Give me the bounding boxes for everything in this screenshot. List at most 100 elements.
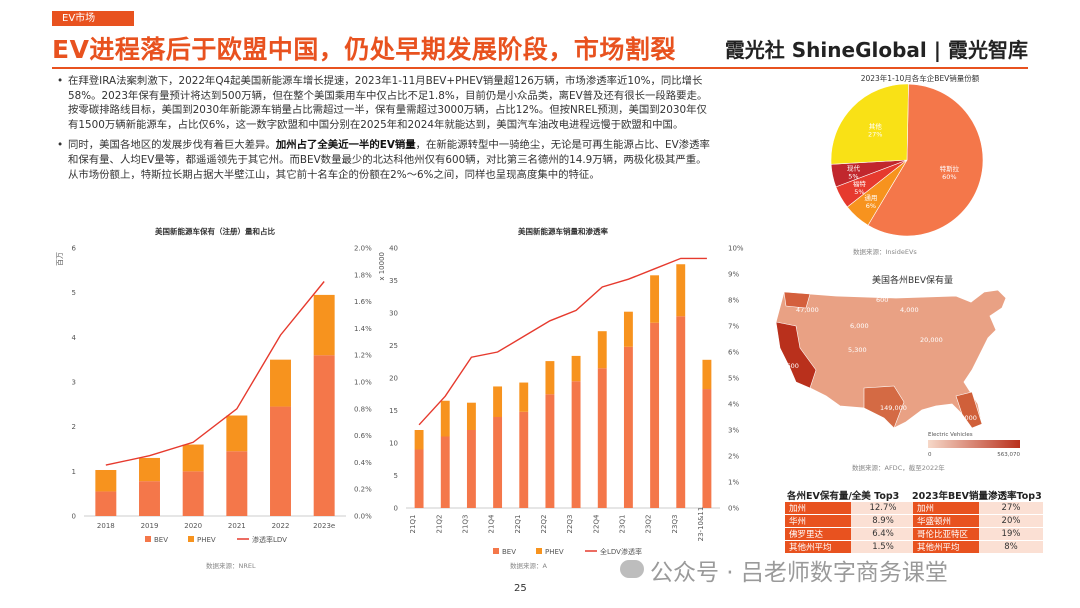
summary-bullets: • 在拜登IRA法案刺激下，2022年Q4起美国新能源车增长提速，2023年1-… <box>56 74 712 188</box>
bar-phev <box>440 400 450 437</box>
bar-bev <box>466 430 476 508</box>
legend-max: 563,070 <box>997 452 1020 458</box>
bar-bev <box>493 417 503 508</box>
bar-phev <box>597 331 607 369</box>
y-tick-label: 3 <box>72 379 76 387</box>
bar-bev <box>597 368 607 508</box>
table-cell-name: 华州 <box>785 514 851 528</box>
bar-phev <box>182 444 204 472</box>
legend-label: PHEV <box>197 536 216 544</box>
x-tick-label: 23-10&11 <box>697 507 705 542</box>
table-cell-name: 加州 <box>913 502 979 515</box>
y2-tick-label: 7% <box>728 323 739 331</box>
table-cell-name: 佛罗里达 <box>785 527 851 541</box>
table-cell-name: 其他州平均 <box>785 540 851 554</box>
bar-bev <box>650 322 660 508</box>
x-tick-label: 22Q4 <box>592 514 600 533</box>
california-shape <box>775 321 817 389</box>
bar-phev <box>623 311 633 347</box>
washington-shape <box>783 291 811 309</box>
y-tick-label: 0 <box>394 505 398 513</box>
pie-value: 60% <box>942 173 956 181</box>
y2-tick-label: 0% <box>728 505 739 513</box>
y2-tick-label: 2% <box>728 453 739 461</box>
table-row: 其他州平均 8% <box>913 540 1043 554</box>
table-cell-value: 1.5% <box>851 540 915 554</box>
y2-tick-label: 5% <box>728 375 739 383</box>
y-tick-label: 5 <box>394 472 398 480</box>
pie-value: 6% <box>866 202 876 210</box>
y-axis-label: x 10000 <box>378 252 386 281</box>
legend-label: PHEV <box>545 548 564 556</box>
x-tick-label: 23Q3 <box>671 515 679 534</box>
map-title: 美国各州BEV保有量 <box>872 276 954 286</box>
pie-label: 通用 <box>864 193 877 202</box>
bar-phev <box>226 415 248 452</box>
state-value-label: 6,000 <box>850 322 869 330</box>
table-cell-value: 8% <box>979 540 1043 554</box>
state-value-label: 20,000 <box>920 336 943 344</box>
table-cell-value: 19% <box>979 527 1043 541</box>
state-value-label: 403,600 <box>772 362 799 370</box>
chart-title: 美国新能源车销量和渗透率 <box>518 226 608 236</box>
chart-title: 美国新能源车保有（注册）量和占比 <box>155 226 275 236</box>
legend-swatch <box>145 536 151 542</box>
legend-label: BEV <box>154 536 168 544</box>
x-tick-label: 2019 <box>141 522 159 530</box>
table-cell-name: 华盛顿州 <box>913 514 979 528</box>
y-tick-label: 10 <box>389 440 398 448</box>
legend-label: BEV <box>502 548 516 556</box>
table-cell-value: 6.4% <box>851 527 915 541</box>
bar-phev <box>270 359 291 407</box>
table-row: 华州 8.9% <box>785 514 915 528</box>
page-title: EV进程落后于欧盟中国，仍处早期发展阶段，市场割裂 <box>52 35 676 64</box>
x-tick-label: 2022 <box>272 522 290 530</box>
table-cell-value: 20% <box>979 514 1043 528</box>
legend-min: 0 <box>928 452 932 458</box>
bullet-1-text: 在拜登IRA法案刺激下，2022年Q4起美国新能源车增长提速，2023年1-11… <box>68 75 708 131</box>
y-tick-label: 20 <box>389 375 398 383</box>
y-tick-label: 25 <box>389 342 398 350</box>
x-tick-label: 21Q4 <box>488 514 496 533</box>
pie-value: 5% <box>854 188 864 196</box>
y-tick-label: 5 <box>72 289 76 297</box>
table-row: 哥伦比亚特区 19% <box>913 527 1043 541</box>
table-cell-value: 8.9% <box>851 514 915 528</box>
bar-bev <box>571 381 581 508</box>
y2-tick-label: 1.8% <box>354 271 372 279</box>
table-cell-name: 加州 <box>785 502 851 515</box>
y-tick-label: 0 <box>72 513 76 521</box>
y2-tick-label: 1% <box>728 479 739 487</box>
pie-source: 数据来源：InsideEVs <box>853 247 917 256</box>
state-value-label: 4,000 <box>900 306 919 314</box>
line-series <box>418 257 707 426</box>
us-bev-map: 47,000 600 6,000 4,000 5,300 20,000 403,600 149… <box>772 289 1020 472</box>
y-tick-label: 4 <box>72 334 77 342</box>
bullet-2-text-rest: ，在新能源转型中一骑绝尘，无论是可再生能源占比、EV渗透率和保有量、人均EV量等… <box>68 139 710 181</box>
pie-slice <box>867 83 984 237</box>
legend-label: 全LDV渗透率 <box>600 547 642 556</box>
table-cell-value: 12.7% <box>851 502 915 515</box>
bar-phev <box>313 294 335 356</box>
wechat-icon <box>620 560 644 578</box>
pie-value: 27% <box>868 130 882 138</box>
watermark-text: 公众号 · 吕老师数字商务课堂 <box>650 560 948 586</box>
y2-tick-label: 0.6% <box>354 432 372 440</box>
table-row: 加州 27% <box>913 502 1043 515</box>
right-ranking-table: 加州 27% 华盛顿州 20% 哥伦比亚特区 19% 其他州平均 8% <box>913 502 1043 554</box>
legend-gradient-bar <box>928 440 1020 448</box>
pie-label: 特斯拉 <box>940 164 960 173</box>
left-ranking-table: 加州 12.7% 华州 8.9% 佛罗里达 6.4% 其他州平均 1.5% <box>785 502 915 554</box>
pie-label: 现代 <box>847 163 861 172</box>
bar-phev <box>676 264 686 317</box>
y2-tick-label: 0.4% <box>354 459 372 467</box>
bar-bev <box>270 406 291 516</box>
x-tick-label: 2020 <box>184 522 202 530</box>
title-divider <box>52 67 1028 69</box>
x-tick-label: 2018 <box>97 522 115 530</box>
y2-tick-label: 0.8% <box>354 405 372 413</box>
bar-bev <box>414 449 424 508</box>
bullet-1: • 在拜登IRA法案刺激下，2022年Q4起美国新能源车增长提速，2023年1-… <box>56 74 712 132</box>
y2-tick-label: 9% <box>728 271 739 279</box>
watermark: 公众号 · 吕老师数字商务课堂 <box>650 553 948 587</box>
